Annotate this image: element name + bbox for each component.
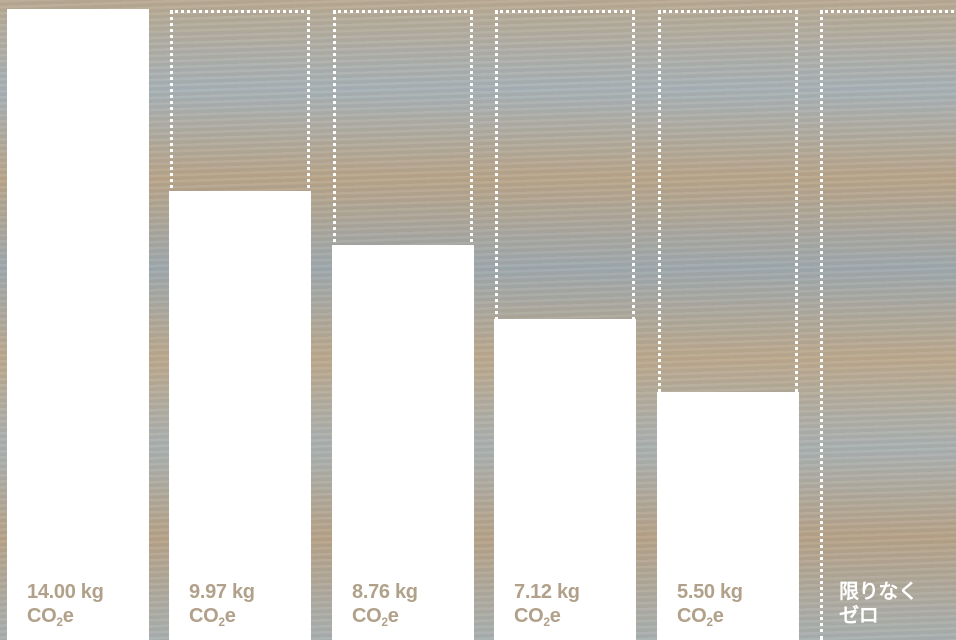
unit-prefix: CO [514, 605, 544, 627]
bar [332, 245, 474, 640]
bar-value-text: 7.12 kg [514, 581, 580, 603]
bar-label: 5.50 kg CO2e [677, 580, 807, 628]
bar-unit-text: CO2e [27, 604, 157, 628]
bar-value-text: 8.76 kg [352, 581, 418, 603]
unit-prefix: CO [352, 605, 382, 627]
unit-suffix: e [224, 605, 236, 627]
bar-label: 9.97 kg CO2e [189, 580, 319, 628]
bar [657, 392, 799, 640]
bar [169, 191, 311, 640]
unit-subscript: 2 [56, 615, 63, 629]
unit-subscript: 2 [706, 615, 713, 629]
bar-label: 8.76 kg CO2e [352, 580, 482, 628]
bar-unit-text: CO2e [514, 604, 644, 628]
bar [494, 319, 636, 640]
bar-value-text: 限りなく [839, 581, 918, 603]
bar-outline [820, 10, 956, 640]
unit-subscript: 2 [218, 615, 225, 629]
bar-value-text: 9.97 kg [189, 581, 255, 603]
unit-prefix: CO [677, 605, 707, 627]
unit-suffix: e [387, 605, 399, 627]
unit-suffix: e [712, 605, 724, 627]
bar-value-text: 5.50 kg [677, 581, 743, 603]
bar-unit-text: CO2e [677, 604, 807, 628]
unit-prefix: CO [189, 605, 219, 627]
unit-suffix: e [549, 605, 561, 627]
bar-label: 限りなく ゼロ [839, 580, 956, 628]
bar-value-text: 14.00 kg [27, 581, 104, 603]
bar-unit-text: CO2e [189, 604, 319, 628]
bar-outline [658, 10, 798, 640]
bar-unit-text: CO2e [352, 604, 482, 628]
unit-prefix: CO [27, 605, 57, 627]
bar-label: 7.12 kg CO2e [514, 580, 644, 628]
unit-subscript: 2 [543, 615, 550, 629]
bar [7, 9, 149, 640]
unit-prefix: ゼロ [839, 605, 879, 627]
unit-suffix: e [62, 605, 74, 627]
bar-label: 14.00 kg CO2e [27, 580, 157, 628]
unit-subscript: 2 [381, 615, 388, 629]
bar-unit-text: ゼロ [839, 604, 956, 628]
